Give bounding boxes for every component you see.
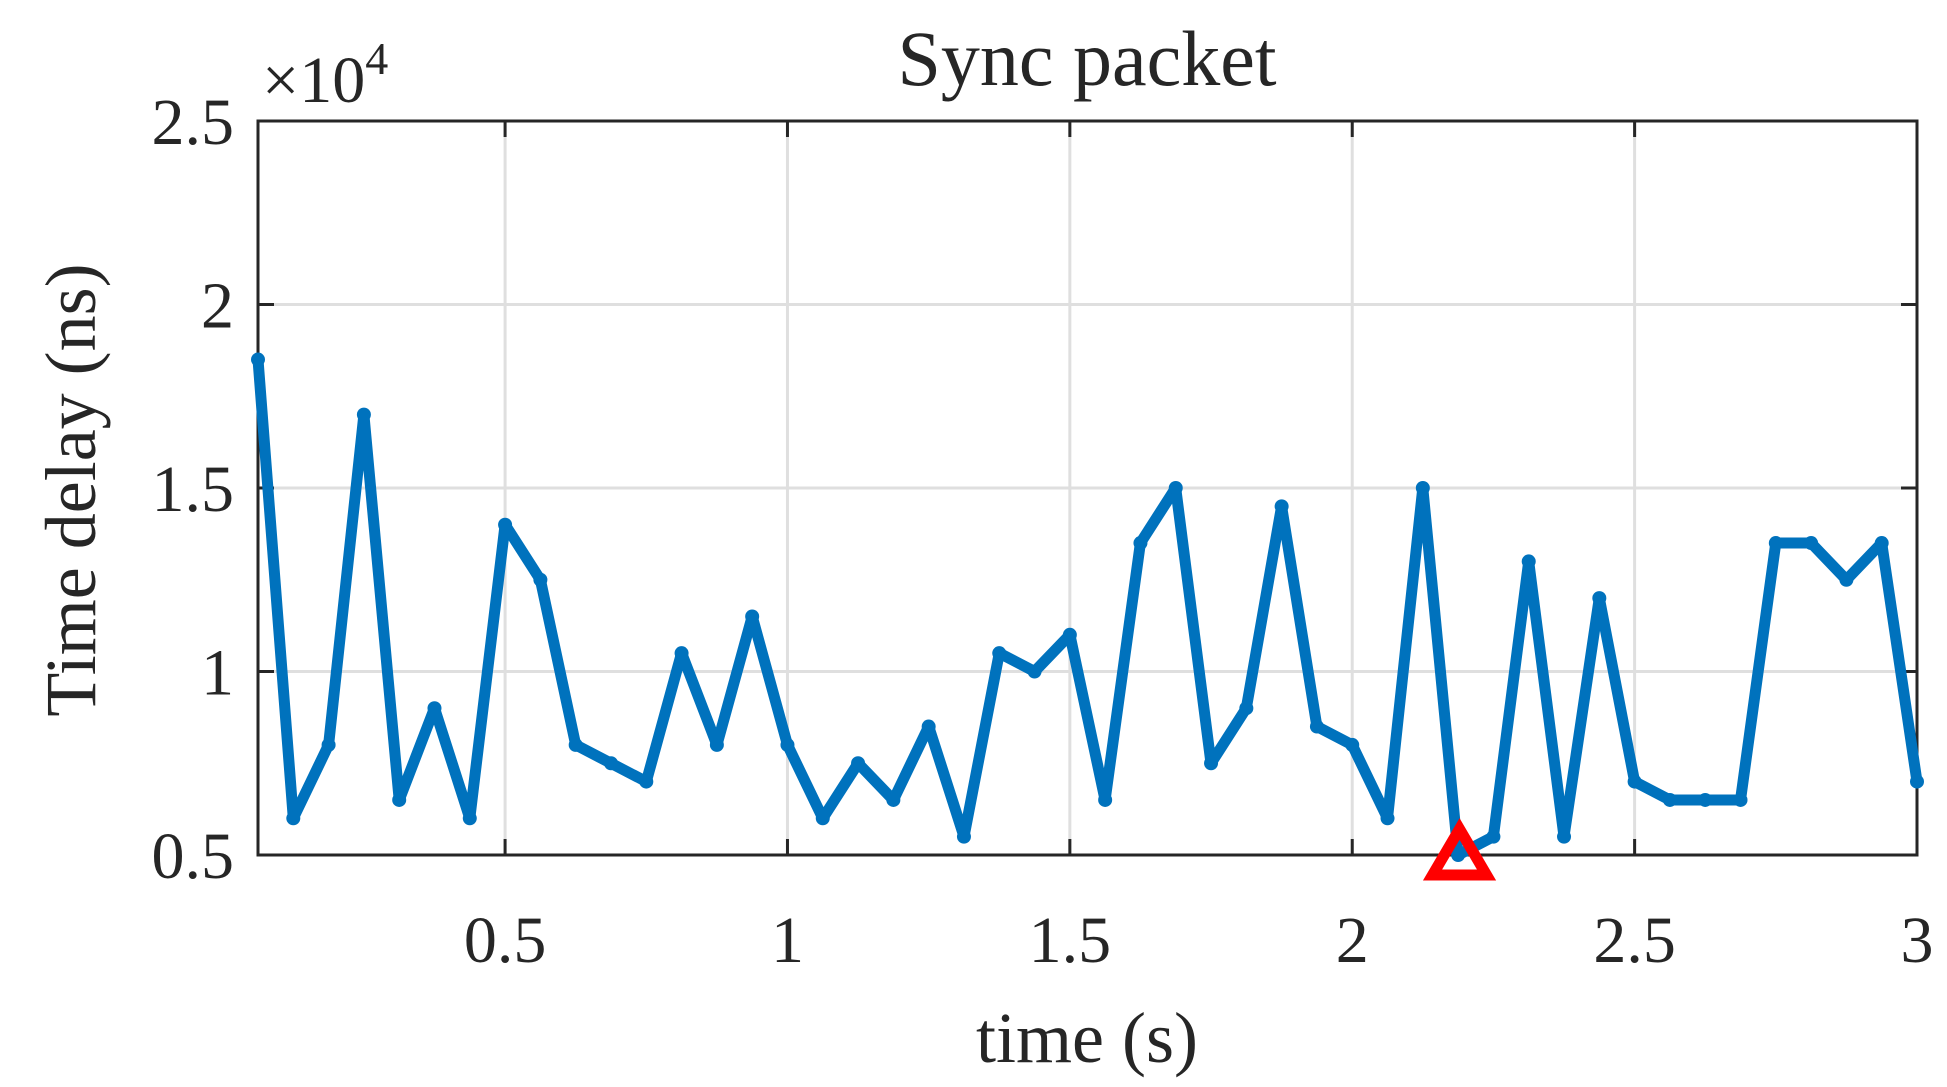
data-point <box>1098 792 1113 807</box>
y-tick-label: 2.5 <box>152 86 235 159</box>
data-point <box>392 792 407 807</box>
y-exponent-power: 4 <box>365 33 388 84</box>
y-axis-label: Time delay (ns) <box>31 263 111 716</box>
y-tick-label: 1 <box>201 637 234 710</box>
x-tick-label: 1.5 <box>1029 904 1112 977</box>
data-point <box>1557 829 1572 844</box>
y-exponent-base: ×10 <box>262 44 365 117</box>
y-exponent-label: ×104 <box>262 33 388 117</box>
data-point <box>1204 756 1219 771</box>
data-point <box>745 609 760 624</box>
data-point <box>1345 737 1360 752</box>
data-point <box>1662 792 1677 807</box>
data-point <box>321 737 336 752</box>
data-point <box>1839 572 1854 587</box>
data-point <box>286 811 301 826</box>
x-tick-label: 1 <box>771 904 804 977</box>
red-triangle-marker <box>1422 818 1497 881</box>
data-point <box>1239 701 1254 716</box>
data-point <box>1168 481 1183 495</box>
x-tick-label: 3 <box>1901 904 1934 977</box>
data-point <box>251 352 265 367</box>
data-point <box>1415 481 1430 495</box>
data-point <box>1804 536 1819 551</box>
data-point <box>498 517 513 532</box>
data-point <box>851 756 866 771</box>
x-tick-labels: 0.5 1 1.5 2 2.5 3 <box>464 904 1934 977</box>
data-point <box>1451 848 1466 862</box>
data-point <box>780 737 795 752</box>
y-tick-label: 2 <box>201 270 234 343</box>
data-point <box>886 792 901 807</box>
data-point <box>921 719 936 734</box>
data-point <box>1910 774 1924 789</box>
data-point <box>1698 792 1713 807</box>
series-layer <box>251 352 1924 862</box>
data-point <box>568 737 583 752</box>
data-point <box>1133 536 1148 551</box>
x-tick-label: 0.5 <box>464 904 547 977</box>
y-tick-label: 1.5 <box>152 453 235 526</box>
x-tick-label: 2.5 <box>1593 904 1676 977</box>
x-axis-label: time (s) <box>976 998 1198 1078</box>
data-point <box>992 646 1007 661</box>
data-point <box>1380 811 1395 826</box>
annotation-layer <box>1422 818 1497 881</box>
data-point <box>1309 719 1324 734</box>
data-point <box>1733 792 1748 807</box>
data-point <box>639 774 654 789</box>
series-line <box>252 354 1923 861</box>
data-point <box>1768 536 1783 551</box>
data-point <box>1592 591 1607 606</box>
data-point <box>427 701 442 716</box>
data-point <box>603 756 618 771</box>
data-point <box>1486 829 1501 844</box>
data-point <box>1627 774 1642 789</box>
data-point <box>1874 536 1889 551</box>
data-point <box>1274 499 1289 514</box>
data-point <box>815 811 830 826</box>
y-tick-labels: 0.5 1 1.5 2 2.5 <box>152 86 235 893</box>
data-point <box>1027 664 1042 679</box>
chart-title: Sync packet <box>897 15 1276 102</box>
y-tick-label: 0.5 <box>152 820 235 893</box>
data-point <box>462 811 477 826</box>
data-point <box>1521 554 1536 569</box>
data-point <box>1062 627 1077 642</box>
data-point <box>674 646 689 661</box>
x-tick-label: 2 <box>1336 904 1369 977</box>
data-point <box>956 829 971 844</box>
grid <box>258 119 1919 857</box>
data-point <box>709 737 724 752</box>
data-point <box>533 572 548 587</box>
data-point <box>356 407 371 422</box>
